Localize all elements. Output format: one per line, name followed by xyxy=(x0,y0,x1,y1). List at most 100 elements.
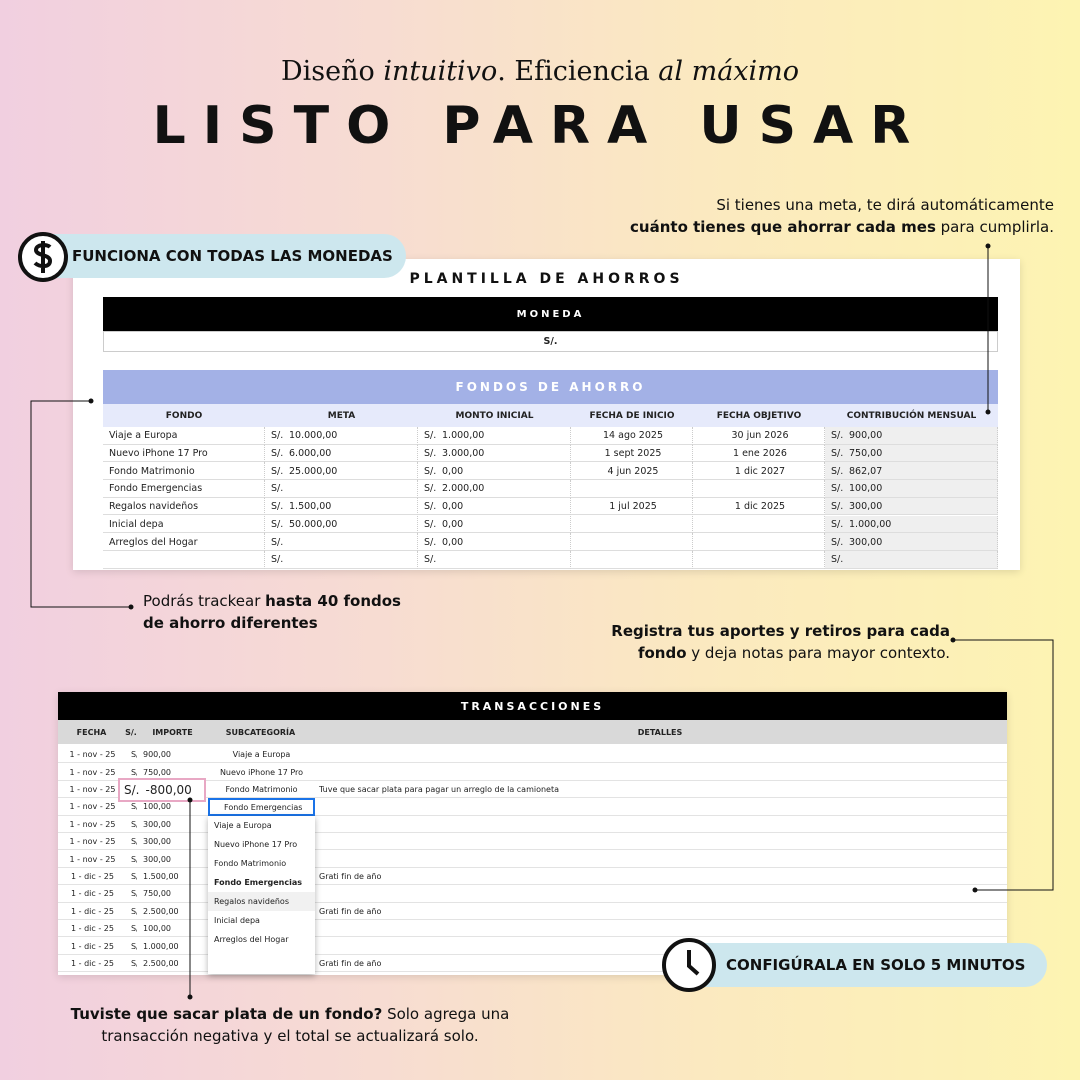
callout-bold: hasta 40 fondos de ahorro diferentes xyxy=(143,592,401,632)
table-cell: Viaje a Europa xyxy=(232,750,291,760)
table-cell: 50.000,00 xyxy=(289,518,338,530)
table-cell xyxy=(315,798,1007,815)
table-cell-bg xyxy=(825,480,998,498)
callout-text: Solo agrega una transacción negativa y e… xyxy=(101,1005,510,1045)
dropdown-option: Regalos navideños xyxy=(208,892,315,911)
table-cell-bg xyxy=(418,550,571,569)
table-cell: 25.000,00 xyxy=(289,465,338,477)
table-cell xyxy=(845,551,998,569)
section-header: FONDOS DE AHORRO xyxy=(103,370,998,404)
currency-value: S/. xyxy=(103,331,998,352)
sheet-title: TRANSACCIONES xyxy=(58,692,1007,720)
table-cell: Grati fin de año xyxy=(319,906,382,916)
sheet-title: PLANTILLA DE AHORROS xyxy=(409,271,684,287)
dropdown-list: Viaje a Europa Nuevo iPhone 17 Pro Fondo M… xyxy=(208,816,315,974)
table-cell: S/. xyxy=(424,430,436,442)
table-cell: S/. xyxy=(831,536,843,548)
table-cell: 1 - dic - 25 xyxy=(71,958,114,968)
table-cell: 750,00 xyxy=(143,767,171,777)
table-cell: 2.500,00 xyxy=(143,906,179,916)
table-cell: 1.000,00 xyxy=(849,518,892,530)
table-cell: 1 - dic - 25 xyxy=(71,941,114,951)
column-header: FECHA DE INICIO xyxy=(571,404,693,427)
table-cell: 14 ago 2025 xyxy=(603,430,663,442)
table-cell-bg xyxy=(418,497,571,516)
table-cell: S/. xyxy=(424,536,436,548)
table-cell: S/. xyxy=(424,554,436,566)
column-header: DETALLES xyxy=(313,720,1007,744)
table-cell: 300,00 xyxy=(143,819,171,829)
dropdown-option: Nuevo iPhone 17 Pro xyxy=(214,840,298,849)
table-cell xyxy=(573,516,693,534)
callout-bold: cuánto tienes que ahorrar cada mes xyxy=(630,218,936,236)
table-cell: S/. xyxy=(424,518,436,530)
table-cell: 1 - nov - 25 xyxy=(69,767,116,777)
table-cell: S/. xyxy=(131,941,137,951)
table-cell-bg xyxy=(571,550,693,569)
table-cell: S/. xyxy=(271,536,283,548)
table-cell-bg xyxy=(265,515,418,534)
table-cell-bg xyxy=(825,533,998,551)
clock-icon xyxy=(662,938,716,992)
table-cell: Fondo Matrimonio xyxy=(109,465,195,477)
table-cell: 1.500,00 xyxy=(143,871,179,881)
table-cell: 1 - nov - 25 xyxy=(69,750,116,760)
currency-badge: FUNCIONA CON TODAS LAS MONEDAS xyxy=(20,234,406,278)
column-header: IMPORTE xyxy=(137,720,208,744)
callout-text: Si tienes una meta, te dirá automáticame… xyxy=(716,196,1054,214)
table-cell: 6.000,00 xyxy=(289,448,332,460)
table-cell-bg xyxy=(103,427,265,445)
table-cell-bg xyxy=(571,427,693,445)
row-line xyxy=(58,920,1007,938)
column-header: CONTRIBUCIÓN MENSUAL xyxy=(825,404,998,427)
callout-bold: Tuviste que sacar plata de un fondo? xyxy=(70,1005,383,1023)
table-cell-bg xyxy=(693,515,825,534)
table-cell-bg xyxy=(571,533,693,551)
table-cell: 300,00 xyxy=(849,501,883,513)
table-cell-bg xyxy=(571,480,693,498)
table-cell: 1 - dic - 25 xyxy=(71,924,114,934)
table-cell-bg xyxy=(418,462,571,481)
table-cell-bg xyxy=(693,533,825,551)
table-cell: S/. xyxy=(831,518,843,530)
table-cell-bg xyxy=(265,444,418,463)
table-cell xyxy=(315,885,1007,902)
table-cell: Fondo Emergencias xyxy=(109,483,203,495)
table-cell: 1 - nov - 25 xyxy=(69,837,116,847)
table-cell: 1 - dic - 25 xyxy=(71,889,114,899)
table-cell-bg xyxy=(825,515,998,534)
row-line xyxy=(58,868,1007,886)
subtitle-italic: intuitivo xyxy=(383,56,498,87)
dropdown-input: Fondo Emergencias xyxy=(208,798,315,816)
row-line xyxy=(58,850,1007,868)
editing-text: -800,00 xyxy=(145,783,192,797)
table-cell-bg xyxy=(571,444,693,463)
table-cell: 1 - nov - 25 xyxy=(69,802,116,812)
table-cell xyxy=(695,551,825,569)
column-header: S/. xyxy=(125,720,137,744)
table-cell: S/. xyxy=(131,854,137,864)
table-cell xyxy=(285,551,418,569)
table-cell-bg xyxy=(693,444,825,463)
table-cell-bg xyxy=(571,515,693,534)
row-line xyxy=(58,763,1007,781)
dropdown-option: Arreglos del Hogar xyxy=(214,935,289,944)
dropdown-option: Inicial depa xyxy=(214,916,260,925)
column-header: FONDO xyxy=(103,404,265,427)
transactions-sheet: TRANSACCIONES FECHA S/. IMPORTE SUBCATEGORÍA… xyxy=(58,692,1007,975)
table-cell: Grati fin de año xyxy=(319,958,382,968)
table-cell: 1 - dic - 25 xyxy=(71,906,114,916)
table-cell-bg xyxy=(825,550,998,569)
table-cell: 900,00 xyxy=(143,750,171,760)
table-cell: 1 sept 2025 xyxy=(604,448,662,460)
table-cell: S/. xyxy=(271,554,283,566)
table-cell xyxy=(315,746,1007,763)
table-cell: Regalos navideños xyxy=(109,501,199,513)
callout-text: y deja notas para mayor contexto. xyxy=(686,644,950,662)
table-cell: Tuve que sacar plata para pagar un arreg… xyxy=(319,784,560,794)
table-cell: 300,00 xyxy=(849,536,883,548)
table-cell xyxy=(573,480,693,498)
table-cell: S/. xyxy=(271,465,283,477)
table-cell: 10.000,00 xyxy=(289,430,338,442)
table-cell: Fondo Matrimonio xyxy=(225,784,298,794)
